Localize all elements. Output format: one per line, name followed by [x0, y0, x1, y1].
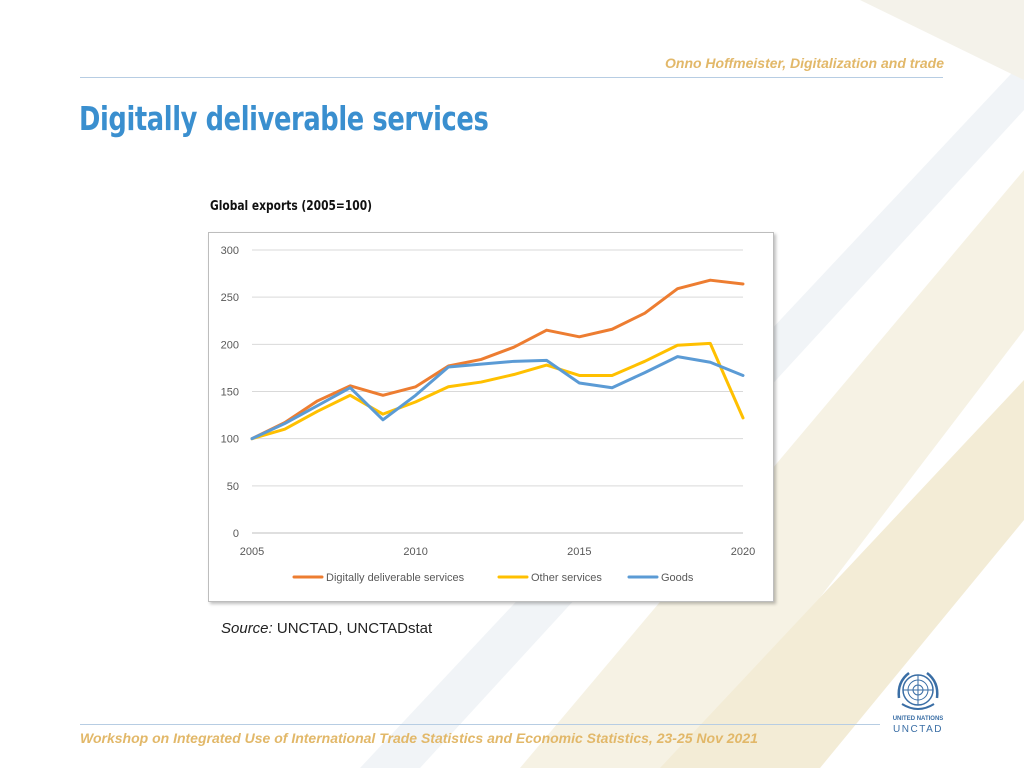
- x-tick-label: 2015: [567, 546, 591, 558]
- line-chart: 0 50 100 150 200 250 300 2005 2010 2015 2020 Digita…: [221, 245, 756, 584]
- footer-text: Workshop on Integrated Use of Internatio…: [80, 730, 758, 746]
- y-tick-label: 200: [221, 339, 239, 351]
- y-tick-label: 50: [227, 481, 239, 493]
- header-author: Onno Hoffmeister, Digitalization and tra…: [665, 55, 944, 71]
- x-tick-label: 2010: [403, 546, 427, 558]
- y-tick-label: 0: [233, 528, 239, 540]
- source-label: Source:: [221, 620, 273, 637]
- header-divider: [80, 77, 943, 78]
- source-text: UNCTAD, UNCTADstat: [276, 620, 433, 637]
- chart-container: 0 50 100 150 200 250 300 2005 2010 2015 2020 Digita…: [208, 232, 774, 602]
- y-tick-label: 100: [221, 434, 239, 446]
- x-tick-label: 2005: [240, 546, 264, 558]
- y-tick-label: 250: [221, 292, 239, 304]
- series-line-other-services: [250, 341, 745, 441]
- x-tick-label: 2020: [731, 546, 755, 558]
- un-emblem-icon: [897, 672, 939, 710]
- unctad-logo: UNITED NATIONS UNCTAD: [888, 668, 948, 736]
- legend-label: Goods: [661, 572, 694, 584]
- legend-item: Digitally deliverable services: [292, 572, 465, 584]
- y-tick-label: 300: [221, 245, 239, 257]
- legend-item: Other services: [497, 572, 602, 584]
- page-title: Digitally deliverable services: [79, 99, 489, 138]
- series-line-digitally-deliverable-services: [250, 278, 745, 441]
- legend-label: Other services: [531, 572, 602, 584]
- logo-line2: UNCTAD: [893, 724, 943, 735]
- legend-item: Goods: [627, 572, 694, 584]
- chart-caption: Global exports (2005=100): [210, 199, 372, 214]
- footer-divider: [80, 724, 880, 725]
- y-tick-label: 150: [221, 387, 239, 399]
- legend-label: Digitally deliverable services: [326, 572, 465, 584]
- source-note: Source: UNCTAD, UNCTADstat: [221, 620, 432, 637]
- series-line-goods: [250, 355, 745, 441]
- logo-line1: UNITED NATIONS: [892, 716, 944, 722]
